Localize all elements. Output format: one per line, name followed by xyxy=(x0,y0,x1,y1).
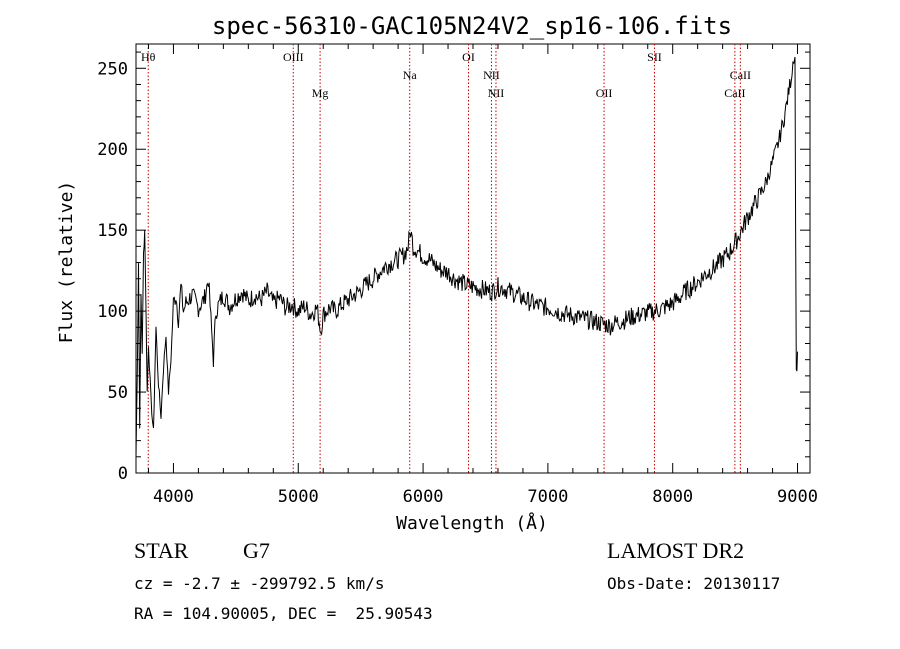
line-marker-label: Hθ xyxy=(141,50,156,64)
x-tick-label: 5000 xyxy=(278,487,319,507)
x-tick-label: 8000 xyxy=(652,487,693,507)
x-axis: 4000 5000 6000 7000 8000 9000 xyxy=(147,44,818,507)
line-marker-label: SII xyxy=(647,50,662,64)
line-marker-label: CaII xyxy=(730,68,751,82)
y-tick-label: 100 xyxy=(97,302,128,322)
chart-title: spec-56310-GAC105N24V2_sp16-106.fits xyxy=(212,12,732,40)
line-marker-label: OI xyxy=(462,50,475,64)
line-marker-label: CaII xyxy=(724,86,745,100)
y-tick-label: 200 xyxy=(97,140,128,160)
line-marker-label: NII xyxy=(488,86,505,100)
redshift-readout: cz = -2.7 ± -299792.5 km/s xyxy=(134,574,385,593)
spectrum-series-line xyxy=(135,56,798,457)
survey-label: LAMOST DR2 xyxy=(607,538,745,563)
emission-line-markers: Hθ OIII Mg Na OI NII NII OII SII CaII CaII xyxy=(141,44,751,473)
x-axis-label: Wavelength (Å) xyxy=(396,512,548,534)
x-tick-label: 4000 xyxy=(153,487,194,507)
line-marker-label: OII xyxy=(596,86,613,100)
coordinates: RA = 104.90005, DEC = 25.90543 xyxy=(134,604,433,623)
line-marker-label: Mg xyxy=(312,86,329,100)
plot-frame xyxy=(135,43,811,474)
object-type: STAR xyxy=(134,538,189,563)
y-tick-label: 0 xyxy=(118,464,128,484)
y-tick-label: 50 xyxy=(108,383,128,403)
object-subclass: G7 xyxy=(243,538,270,563)
y-axis-label: Flux (relative) xyxy=(56,181,77,344)
line-marker-label: Na xyxy=(403,68,418,82)
y-tick-label: 250 xyxy=(97,59,128,79)
y-tick-label: 150 xyxy=(97,221,128,241)
obs-date: Obs-Date: 20130117 xyxy=(607,574,781,593)
line-marker-label: OIII xyxy=(283,50,304,64)
x-tick-label: 7000 xyxy=(527,487,568,507)
y-axis: 0 50 100 150 200 250 xyxy=(97,51,810,484)
x-tick-label: 6000 xyxy=(403,487,444,507)
line-marker-label: NII xyxy=(483,68,500,82)
x-tick-label: 9000 xyxy=(777,487,818,507)
